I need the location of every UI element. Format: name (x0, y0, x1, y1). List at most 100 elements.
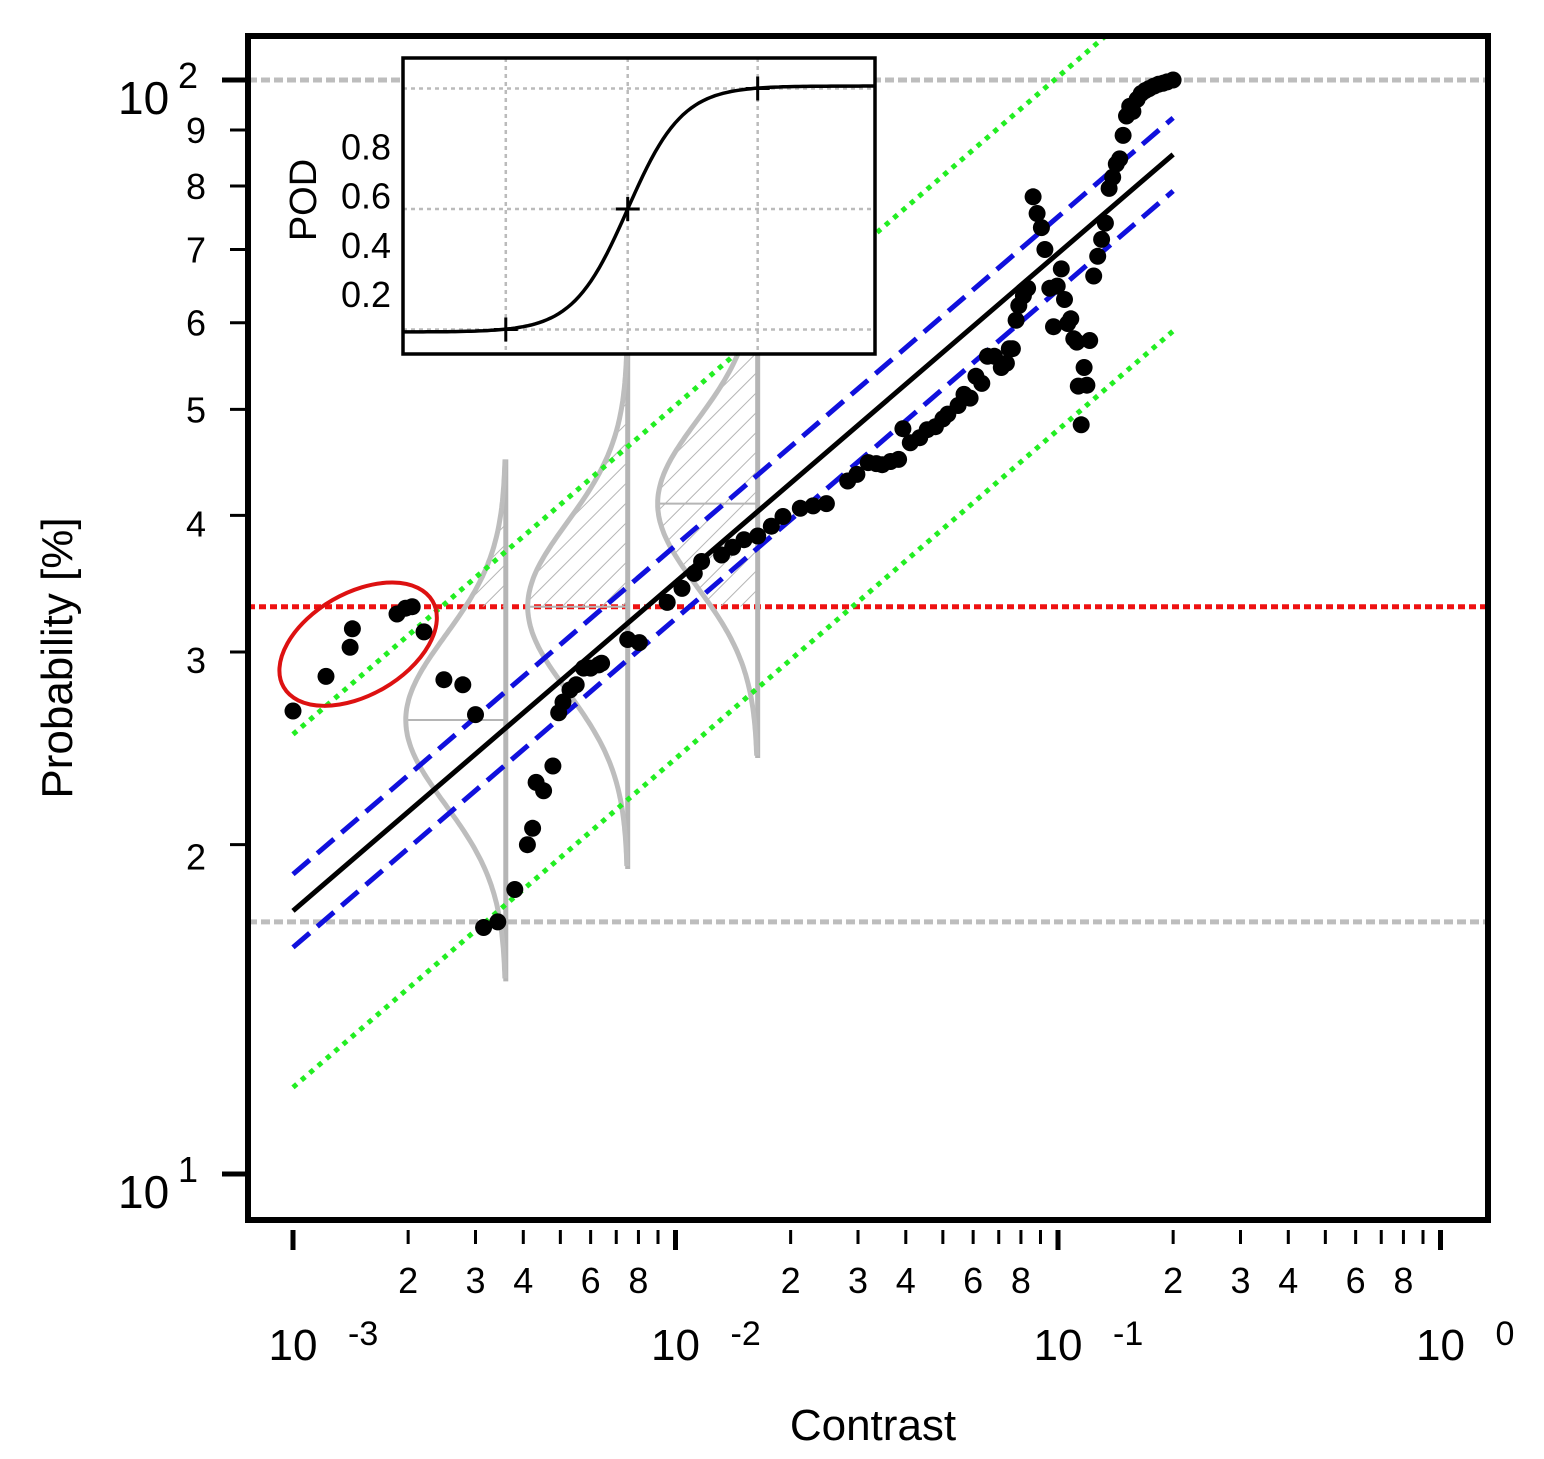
inset-background (403, 58, 875, 354)
data-point-41 (804, 497, 822, 515)
probability-densities (403, 242, 761, 982)
data-point-89 (1081, 332, 1099, 349)
inset-y-axis-label: POD (283, 159, 325, 241)
y-axis-label: Probability [%] (33, 517, 82, 798)
data-point-71 (1019, 279, 1037, 297)
data-point-10 (454, 676, 472, 694)
inset-y-tick-label: 0.2 (341, 274, 391, 315)
data-point-30 (658, 593, 676, 611)
data-point-95 (1104, 168, 1122, 186)
data-point-61 (973, 374, 991, 392)
x-decade-exponent-3: -1 (1113, 1315, 1143, 1353)
x-minor-label: 2 (1163, 1260, 1183, 1301)
data-point-87 (1075, 359, 1093, 376)
data-point-11 (467, 706, 484, 724)
data-point-37 (749, 527, 767, 545)
x-decade-exponent-4: 0 (1496, 1315, 1515, 1353)
data-point-78 (1048, 277, 1066, 295)
data-point-42 (817, 495, 835, 513)
plot-frame (245, 33, 1491, 1223)
data-point-31 (673, 579, 691, 597)
x-minor-label: 3 (848, 1260, 868, 1301)
x-decade-label-3: 10 (1034, 1321, 1083, 1370)
x-decade-label-1: 10 (269, 1321, 318, 1370)
density-curve-1 (403, 459, 508, 979)
inset-y-tick-label: 0.6 (341, 176, 391, 217)
data-point-98 (1114, 126, 1132, 144)
data-point-77 (1045, 318, 1062, 336)
data-point-91 (1089, 247, 1107, 265)
data-point-49 (890, 450, 908, 468)
data-point-38 (762, 517, 780, 535)
x-minor-label: 4 (513, 1260, 533, 1301)
inset-pod-curve (403, 84, 875, 334)
data-point-72 (1024, 188, 1042, 206)
data-point-40 (791, 499, 809, 517)
x-minor-label: 6 (963, 1260, 983, 1301)
x-minor-label: 6 (1346, 1260, 1366, 1301)
inset-cross-marker-3 (745, 76, 770, 101)
data-point-23 (567, 676, 585, 694)
density-curve-2 (525, 347, 630, 867)
y-decade-exponent-1: 1 (178, 1149, 198, 1190)
density-hatch-3 (657, 242, 758, 607)
data-point-86 (1072, 416, 1090, 434)
data-point-80 (1056, 291, 1073, 308)
data-point-2 (317, 667, 335, 685)
data-point-68 (1007, 311, 1025, 329)
data-point-9 (435, 671, 453, 689)
data-point-18 (535, 782, 553, 800)
data-point-93 (1096, 214, 1114, 232)
data-point-44 (848, 465, 866, 483)
data-point-74 (1032, 219, 1050, 237)
x-minor-label: 8 (1393, 1260, 1413, 1301)
y-minor-label-7: 7 (186, 229, 206, 270)
x-decade-exponent-1: -3 (348, 1315, 378, 1353)
data-point-14 (506, 881, 524, 898)
x-decade-label-2: 10 (651, 1321, 700, 1370)
data-point-65 (997, 354, 1015, 372)
x-minor-label: 3 (1230, 1260, 1250, 1301)
data-point-19 (544, 757, 562, 775)
y-minor-label-3: 3 (186, 640, 206, 681)
x-minor-label: 4 (1278, 1260, 1298, 1301)
data-point-97 (1111, 150, 1129, 168)
data-point-12 (475, 919, 493, 936)
x-minor-label: 3 (465, 1260, 485, 1301)
data-point-13 (489, 913, 507, 931)
data-point-27 (593, 654, 611, 672)
density-hatch-1 (465, 459, 506, 607)
y-decade-label-2: 10 (118, 72, 169, 124)
data-point-36 (735, 531, 753, 549)
y-minor-label-5: 5 (186, 389, 206, 430)
x-minor-label: 4 (896, 1260, 916, 1301)
data-point-1 (284, 702, 302, 720)
data-point-75 (1036, 241, 1054, 258)
data-point-29 (630, 634, 648, 652)
pod-inset: 0.2 0.4 0.6 0.8 POD (283, 56, 877, 356)
data-point-92 (1093, 230, 1111, 248)
y-minor-label-4: 4 (186, 503, 206, 544)
data-point-39 (774, 508, 792, 525)
data-point-79 (1052, 260, 1070, 278)
data-point-59 (961, 389, 979, 407)
data-point-110 (1164, 71, 1182, 89)
y-decade-label-1: 10 (118, 1166, 169, 1218)
inset-cross-marker-2 (615, 197, 640, 221)
y-minor-label-6: 6 (186, 303, 206, 344)
data-point-8 (415, 623, 433, 641)
inset-y-tick-label: 0.8 (341, 127, 391, 168)
x-axis-label: Contrast (790, 1401, 956, 1450)
x-axis: 10 -32 3 4 6 810 -22 3 4 6 810 -12 3 4 6 810 0 (269, 1230, 1515, 1370)
data-point-88 (1078, 376, 1096, 394)
data-point-90 (1085, 267, 1103, 285)
x-minor-label: 2 (398, 1260, 418, 1301)
y-minor-label-8: 8 (186, 166, 206, 207)
y-minor-label-2: 2 (186, 837, 206, 878)
data-point-73 (1028, 205, 1046, 222)
observation-points (284, 71, 1182, 936)
confidence-upper-line (291, 115, 1175, 877)
x-decade-label-4: 10 (1416, 1321, 1465, 1370)
